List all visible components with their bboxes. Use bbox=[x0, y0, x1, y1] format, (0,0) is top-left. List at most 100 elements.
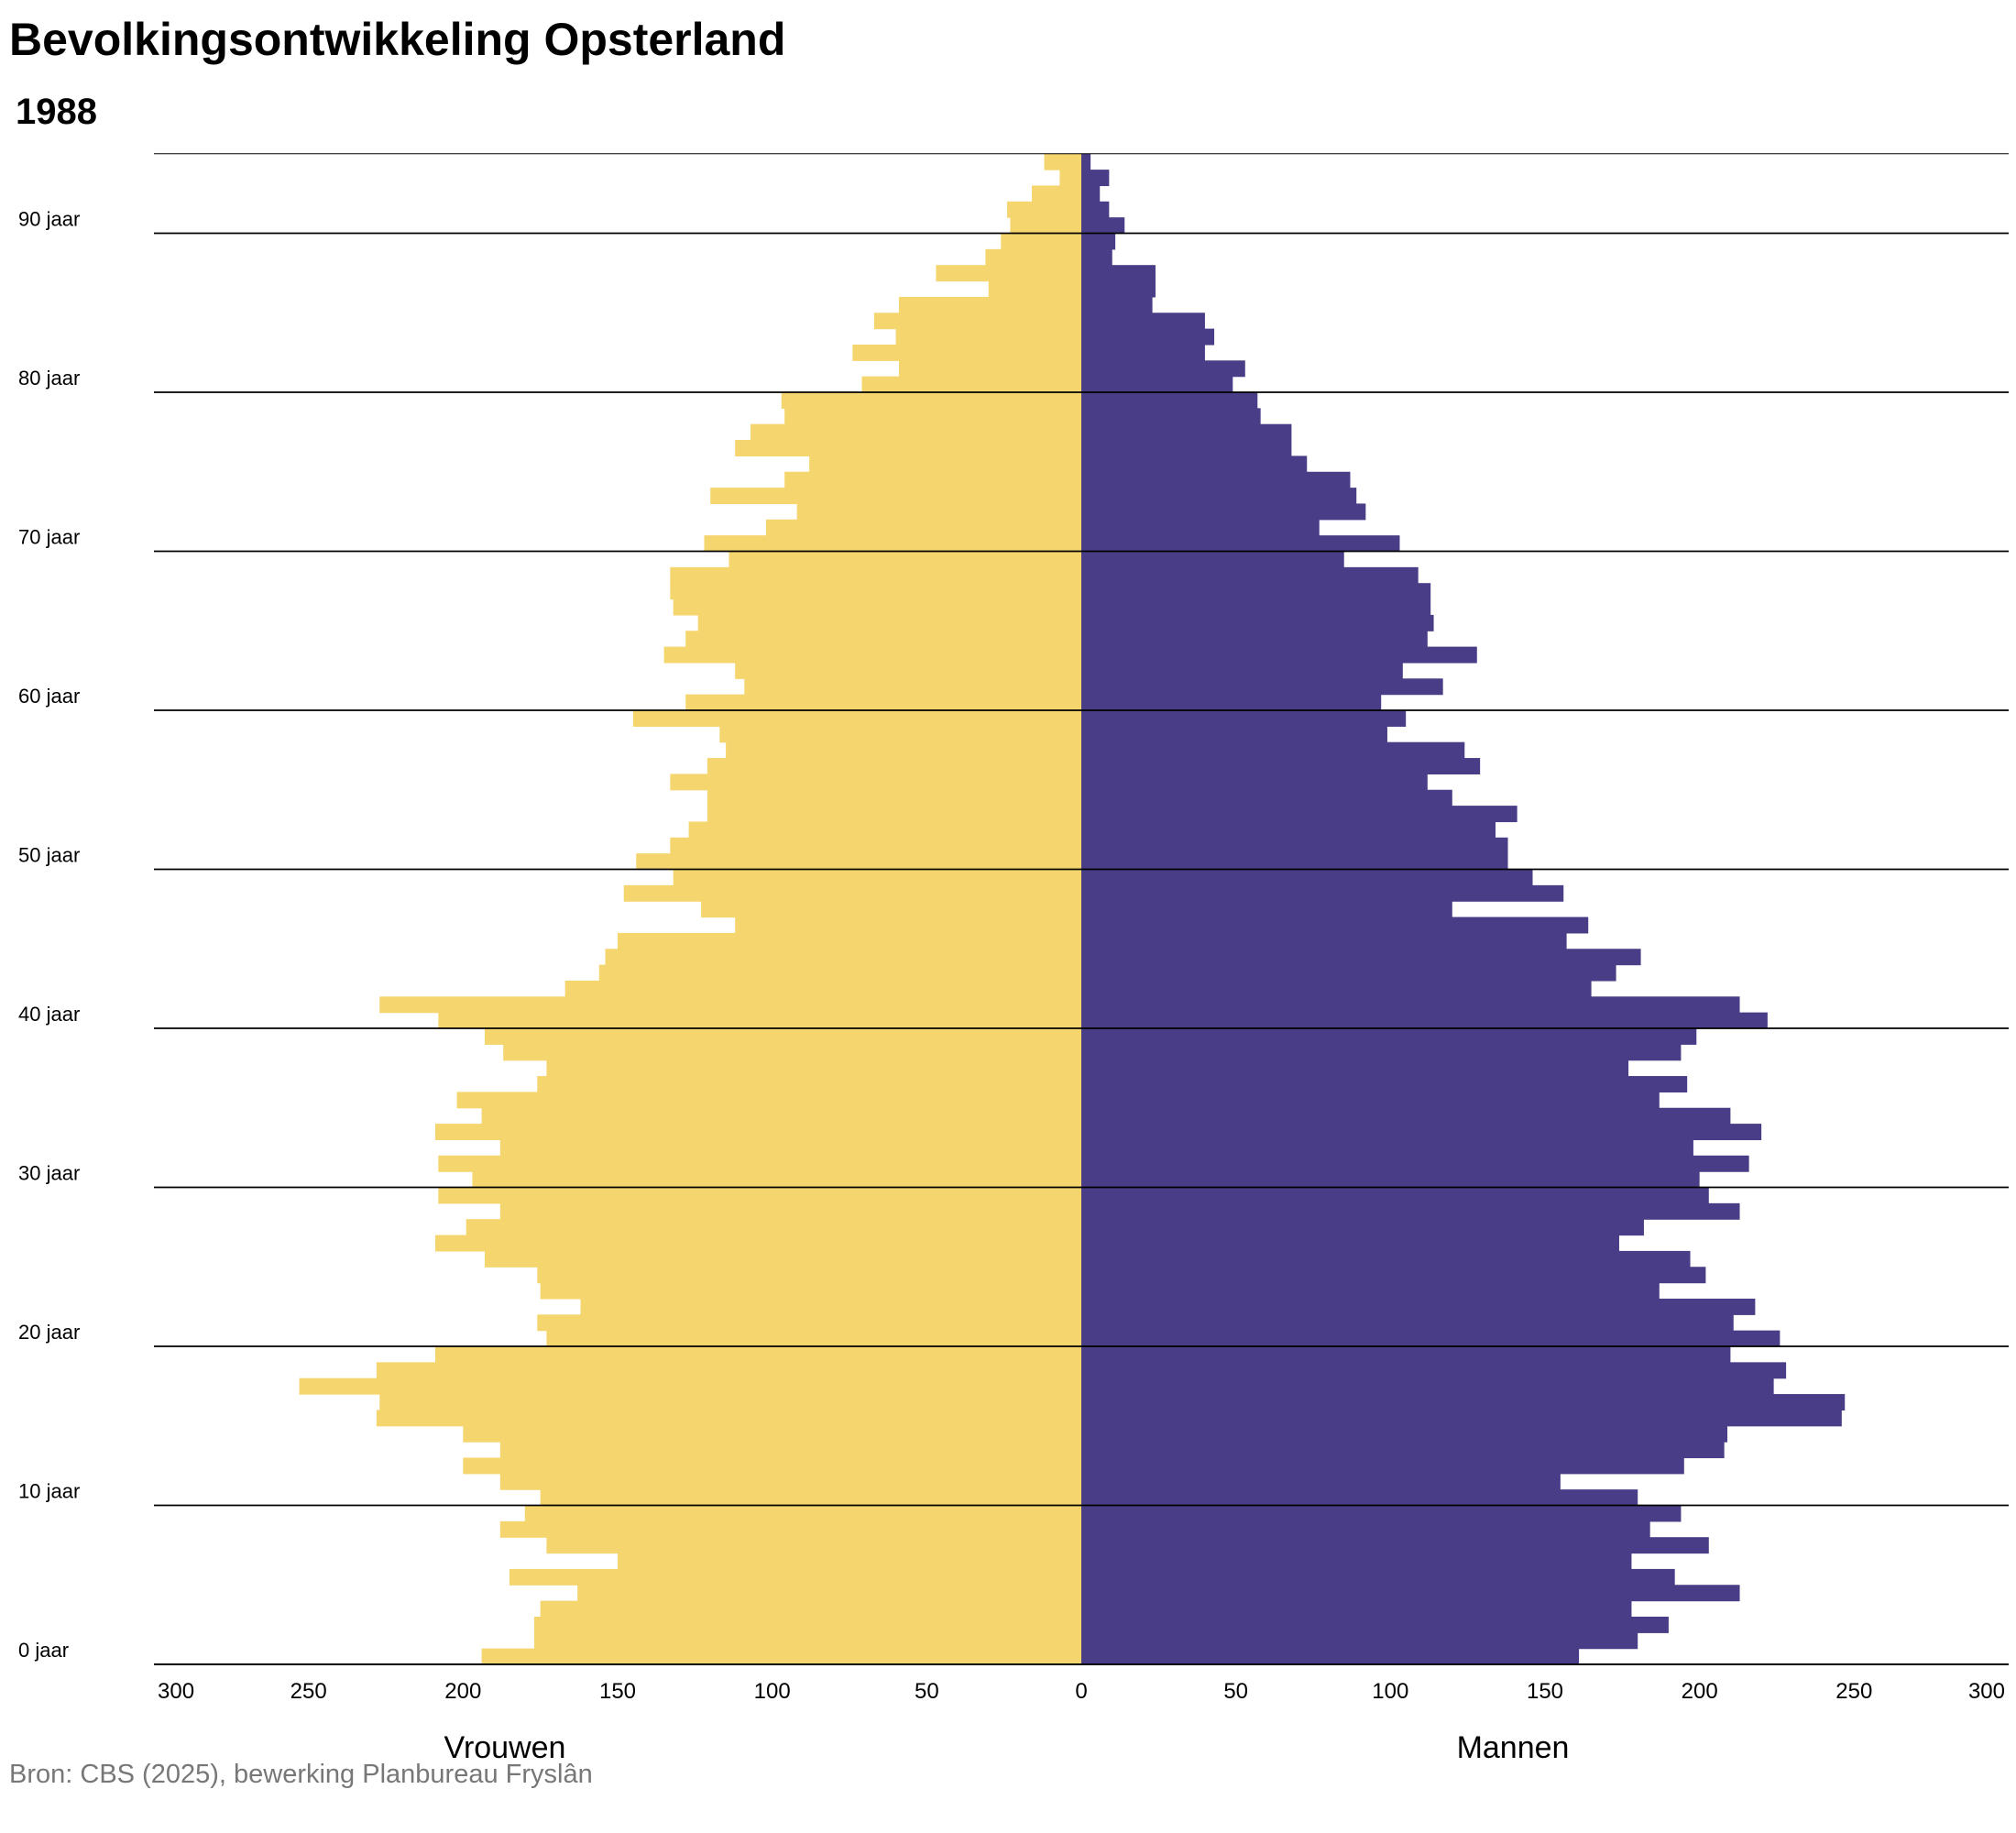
bar-vrouwen-age-75 bbox=[809, 456, 1081, 473]
bar-vrouwen-age-12 bbox=[463, 1457, 1081, 1475]
bar-vrouwen-age-82 bbox=[852, 344, 1081, 361]
bar-mannen-age-73 bbox=[1081, 488, 1357, 505]
bar-mannen-age-27 bbox=[1081, 1219, 1644, 1236]
bar-vrouwen-age-4 bbox=[577, 1585, 1081, 1602]
bar-mannen-age-5 bbox=[1081, 1568, 1675, 1586]
bar-vrouwen-age-54 bbox=[707, 789, 1081, 807]
bar-vrouwen-age-65 bbox=[697, 614, 1081, 631]
y-tick-label: 40 jaar bbox=[18, 1003, 80, 1026]
bar-mannen-age-76 bbox=[1081, 440, 1292, 456]
bar-vrouwen-age-15 bbox=[376, 1410, 1081, 1427]
x-tick-label: 100 bbox=[1372, 1679, 1408, 1704]
bar-mannen-age-38 bbox=[1081, 1044, 1682, 1061]
bar-vrouwen-age-42 bbox=[564, 980, 1081, 997]
y-tick-label: 0 jaar bbox=[18, 1639, 69, 1662]
y-tick-label: 20 jaar bbox=[18, 1321, 80, 1344]
bar-vrouwen-age-86 bbox=[988, 280, 1081, 298]
bar-mannen-age-89 bbox=[1081, 233, 1116, 250]
bar-vrouwen-age-80 bbox=[861, 376, 1081, 393]
bar-vrouwen-age-18 bbox=[376, 1362, 1081, 1379]
bar-mannen-age-33 bbox=[1081, 1124, 1762, 1141]
bar-mannen-age-11 bbox=[1081, 1473, 1561, 1490]
y-tick-label: 90 jaar bbox=[18, 208, 80, 231]
bar-mannen-age-82 bbox=[1081, 344, 1205, 361]
bar-vrouwen-age-37 bbox=[546, 1059, 1081, 1077]
x-tick-label: 200 bbox=[1682, 1679, 1718, 1704]
bar-vrouwen-age-26 bbox=[434, 1235, 1081, 1252]
bar-mannen-age-26 bbox=[1081, 1235, 1619, 1252]
y-tick-labels: 0 jaar 10 jaar 20 jaar 30 jaar 40 jaar 50 jaa… bbox=[18, 208, 80, 1663]
bar-mannen-age-80 bbox=[1081, 376, 1233, 393]
bar-vrouwen-age-52 bbox=[688, 821, 1081, 839]
bar-vrouwen-age-53 bbox=[707, 806, 1081, 823]
bar-mannen-age-19 bbox=[1081, 1346, 1731, 1363]
bar-vrouwen-age-16 bbox=[379, 1394, 1082, 1410]
bar-vrouwen-age-79 bbox=[781, 392, 1081, 409]
bar-mannen-age-90 bbox=[1081, 217, 1125, 235]
bar-mannen-age-31 bbox=[1081, 1155, 1749, 1172]
bar-mannen-age-70 bbox=[1081, 535, 1400, 553]
bar-mannen-age-44 bbox=[1081, 949, 1641, 966]
bar-vrouwen-age-19 bbox=[434, 1346, 1081, 1363]
y-tick-label: 30 jaar bbox=[18, 1162, 80, 1185]
bar-mannen-age-56 bbox=[1081, 758, 1481, 774]
bar-mannen-age-13 bbox=[1081, 1442, 1725, 1459]
bar-mannen-age-84 bbox=[1081, 313, 1205, 330]
bar-vrouwen-age-10 bbox=[540, 1489, 1081, 1507]
bar-mannen-age-58 bbox=[1081, 726, 1387, 743]
bar-mannen-age-22 bbox=[1081, 1298, 1756, 1315]
bar-vrouwen-age-71 bbox=[765, 519, 1081, 536]
bar-vrouwen-age-84 bbox=[873, 313, 1081, 330]
y-tick-label: 80 jaar bbox=[18, 367, 80, 390]
bar-vrouwen-age-90 bbox=[1010, 217, 1081, 235]
bar-mannen-age-52 bbox=[1081, 821, 1496, 839]
bar-vrouwen-age-68 bbox=[670, 566, 1081, 584]
bar-vrouwen-age-83 bbox=[895, 328, 1081, 346]
x-tick-label: 200 bbox=[444, 1679, 481, 1704]
bar-mannen-age-71 bbox=[1081, 519, 1320, 536]
bar-vrouwen-age-44 bbox=[605, 949, 1081, 966]
bar-vrouwen-age-49 bbox=[673, 869, 1081, 886]
bar-mannen-age-47 bbox=[1081, 901, 1452, 918]
bar-mannen-age-64 bbox=[1081, 631, 1428, 648]
bar-mannen-age-53 bbox=[1081, 806, 1517, 823]
bar-mannen-age-69 bbox=[1081, 551, 1344, 568]
bar-vrouwen-age-1 bbox=[533, 1632, 1081, 1650]
bar-vrouwen-age-7 bbox=[546, 1537, 1081, 1554]
y-tick-label: 10 jaar bbox=[18, 1480, 80, 1503]
bar-vrouwen-age-45 bbox=[618, 932, 1081, 949]
bar-mannen-age-8 bbox=[1081, 1520, 1650, 1538]
bar-mannen-age-16 bbox=[1081, 1394, 1846, 1410]
bar-mannen-age-75 bbox=[1081, 456, 1308, 473]
bar-mannen-age-30 bbox=[1081, 1171, 1700, 1189]
bar-vrouwen-age-25 bbox=[484, 1250, 1081, 1268]
bar-mannen-age-68 bbox=[1081, 566, 1419, 584]
bar-vrouwen-age-24 bbox=[537, 1267, 1081, 1284]
bar-mannen-age-39 bbox=[1081, 1028, 1697, 1045]
bar-vrouwen-age-51 bbox=[670, 837, 1081, 854]
bars-vrouwen bbox=[299, 153, 1082, 1665]
bar-mannen-age-81 bbox=[1081, 360, 1245, 378]
bar-vrouwen-age-64 bbox=[685, 631, 1081, 648]
bar-vrouwen-age-23 bbox=[540, 1282, 1081, 1300]
bar-vrouwen-age-78 bbox=[784, 408, 1081, 425]
chart-title: Bevolkingsontwikkeling Opsterland bbox=[9, 14, 786, 65]
bar-vrouwen-age-63 bbox=[663, 646, 1081, 664]
bar-vrouwen-age-88 bbox=[985, 248, 1081, 266]
bar-mannen-age-87 bbox=[1081, 265, 1156, 282]
bar-vrouwen-age-22 bbox=[580, 1298, 1081, 1315]
x-tick-label: 300 bbox=[158, 1679, 194, 1704]
bar-mannen-age-23 bbox=[1081, 1282, 1660, 1300]
bar-vrouwen-age-87 bbox=[936, 265, 1081, 282]
bar-mannen-age-77 bbox=[1081, 423, 1292, 441]
bar-mannen-age-25 bbox=[1081, 1250, 1691, 1268]
bar-mannen-age-57 bbox=[1081, 741, 1465, 759]
x-tick-label: 150 bbox=[1527, 1679, 1563, 1704]
bar-vrouwen-age-56 bbox=[707, 758, 1081, 774]
bar-mannen-age-0 bbox=[1081, 1648, 1580, 1665]
x-tick-label: 250 bbox=[1835, 1679, 1872, 1704]
bar-vrouwen-age-47 bbox=[701, 901, 1081, 918]
bars-mannen bbox=[1081, 153, 1846, 1665]
bar-mannen-age-72 bbox=[1081, 503, 1366, 521]
bar-vrouwen-age-69 bbox=[729, 551, 1081, 568]
